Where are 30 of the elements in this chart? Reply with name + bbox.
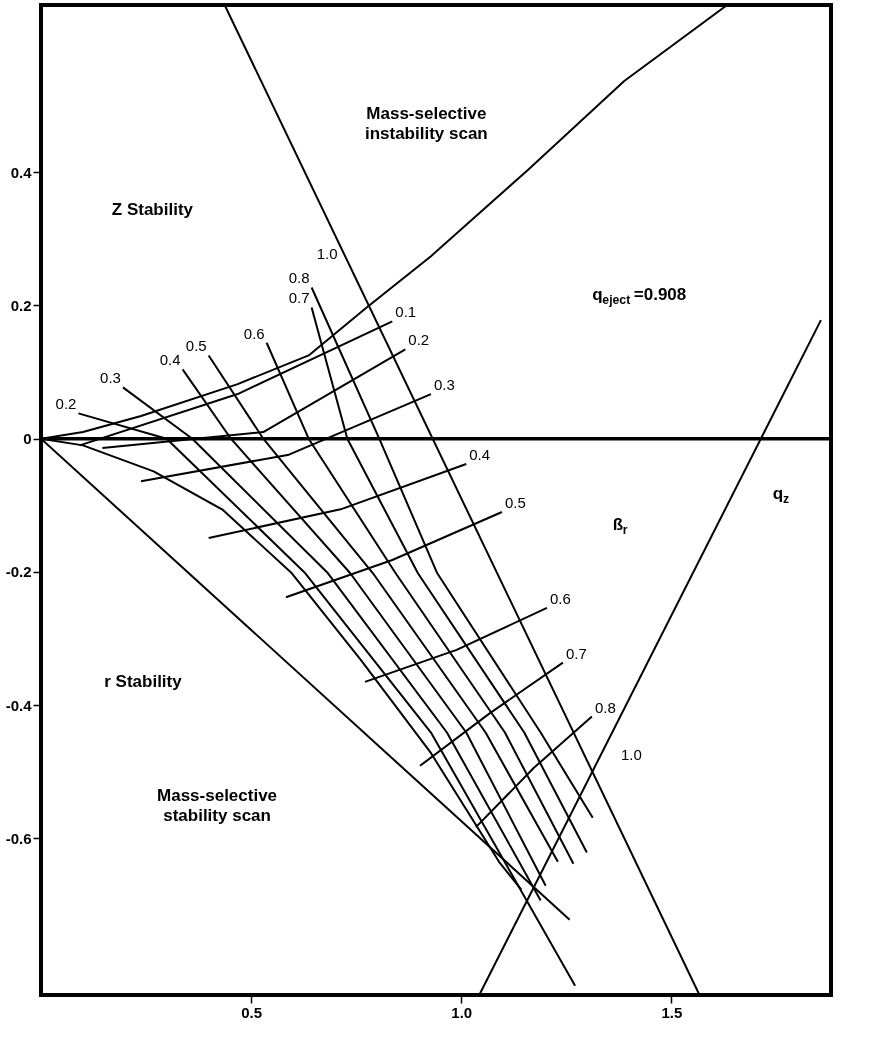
series-label: 0.8 bbox=[594, 698, 616, 716]
series-label: 0.3 bbox=[433, 376, 455, 394]
y-tick-label: -0.4 bbox=[5, 696, 33, 714]
series-label: 0.5 bbox=[504, 493, 526, 511]
series-label: 0.7 bbox=[288, 289, 310, 307]
series-label: 0.4 bbox=[159, 351, 181, 369]
x-tick-label: 1.0 bbox=[451, 1003, 473, 1021]
y-tick-label: 0.4 bbox=[10, 163, 33, 181]
y-tick-label: 0.2 bbox=[10, 296, 32, 314]
series-label: 0.1 bbox=[395, 303, 417, 321]
annotation: r Stability bbox=[104, 671, 183, 691]
series-label: 0.2 bbox=[55, 395, 77, 413]
y-tick-label: 0 bbox=[23, 430, 32, 448]
series-label: 0.7 bbox=[565, 644, 587, 662]
series-label: 0.8 bbox=[288, 269, 310, 287]
series-label: 0.6 bbox=[243, 324, 265, 342]
annotation: Mass-selective instability scan bbox=[364, 104, 488, 144]
y-tick-label: -0.6 bbox=[5, 829, 32, 847]
series-label: 0.5 bbox=[185, 337, 207, 355]
series-label: 0.4 bbox=[469, 446, 491, 464]
x-tick-label: 1.5 bbox=[661, 1003, 683, 1021]
annotation: Mass-selective stability scan bbox=[157, 785, 278, 825]
annotation: Z Stability bbox=[111, 199, 194, 219]
y-tick-label: -0.2 bbox=[5, 563, 32, 581]
series-label: 0.2 bbox=[408, 331, 430, 349]
series-label: 1.0 bbox=[316, 244, 338, 262]
series-label: 1.0 bbox=[620, 745, 642, 763]
series-label: 0.6 bbox=[549, 589, 571, 607]
x-tick-label: 0.5 bbox=[241, 1003, 263, 1021]
series-label: 0.3 bbox=[100, 369, 121, 387]
